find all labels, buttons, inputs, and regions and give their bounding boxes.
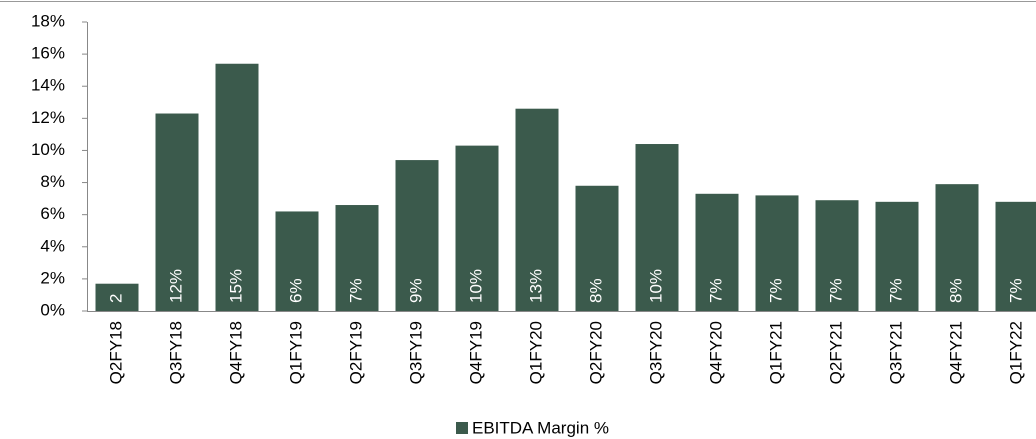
bar	[155, 113, 199, 312]
value-label: 10%	[646, 269, 665, 303]
x-tick-label: Q1FY19	[286, 321, 305, 384]
y-tick-label: 12%	[31, 108, 65, 127]
bar	[635, 144, 679, 311]
x-tick-label: Q3FY19	[406, 321, 425, 384]
y-tick-label: 16%	[31, 44, 65, 63]
x-tick-label: Q4FY21	[946, 321, 965, 384]
bar	[455, 145, 499, 311]
value-label: 7%	[706, 278, 725, 303]
bar	[935, 184, 979, 311]
x-tick-label: Q3FY20	[646, 321, 665, 384]
y-tick-label: 6%	[40, 204, 65, 223]
bar	[95, 283, 139, 311]
x-tick-label: Q4FY18	[226, 321, 245, 384]
bar	[815, 200, 859, 311]
x-tick-label: Q1FY22	[1006, 321, 1025, 384]
value-label: 9%	[406, 278, 425, 303]
y-tick-label: 4%	[40, 236, 65, 255]
value-label: 7%	[886, 278, 905, 303]
y-tick-label: 10%	[31, 140, 65, 159]
legend-swatch	[456, 422, 468, 434]
bar	[335, 205, 379, 311]
value-label: 7%	[1006, 278, 1025, 303]
y-tick-label: 0%	[40, 300, 65, 319]
value-label: 15%	[226, 269, 245, 303]
bar	[275, 211, 319, 311]
x-tick-label: Q3FY21	[886, 321, 905, 384]
bar	[575, 185, 619, 311]
y-tick-label: 8%	[40, 172, 65, 191]
bar	[995, 201, 1036, 311]
value-label: 7%	[766, 278, 785, 303]
x-tick-label: Q1FY20	[526, 321, 545, 384]
y-tick-label: 18%	[31, 11, 65, 30]
y-tick-label: 2%	[40, 268, 65, 287]
x-tick-label: Q4FY19	[466, 321, 485, 384]
x-tick-label: Q2FY20	[586, 321, 605, 384]
x-tick-label: Q1FY21	[766, 321, 785, 384]
value-label: 8%	[946, 278, 965, 303]
value-label: 7%	[346, 278, 365, 303]
value-label: 7%	[826, 278, 845, 303]
value-label: 12%	[166, 269, 185, 303]
legend-label: EBITDA Margin %	[472, 418, 609, 437]
value-label: 8%	[586, 278, 605, 303]
bar	[695, 193, 739, 311]
bar	[755, 195, 799, 311]
value-label: 6%	[286, 278, 305, 303]
x-tick-label: Q2FY21	[826, 321, 845, 384]
x-tick-label: Q2FY19	[346, 321, 365, 384]
y-tick-label: 14%	[31, 76, 65, 95]
value-label: 2	[106, 294, 125, 303]
x-tick-label: Q3FY18	[166, 321, 185, 384]
bar	[875, 201, 919, 311]
x-tick-label: Q2FY18	[106, 321, 125, 384]
bar	[515, 108, 559, 311]
bar	[215, 63, 259, 311]
value-label: 10%	[466, 269, 485, 303]
x-tick-label: Q4FY20	[706, 321, 725, 384]
value-label: 13%	[526, 269, 545, 303]
bar	[395, 160, 439, 311]
